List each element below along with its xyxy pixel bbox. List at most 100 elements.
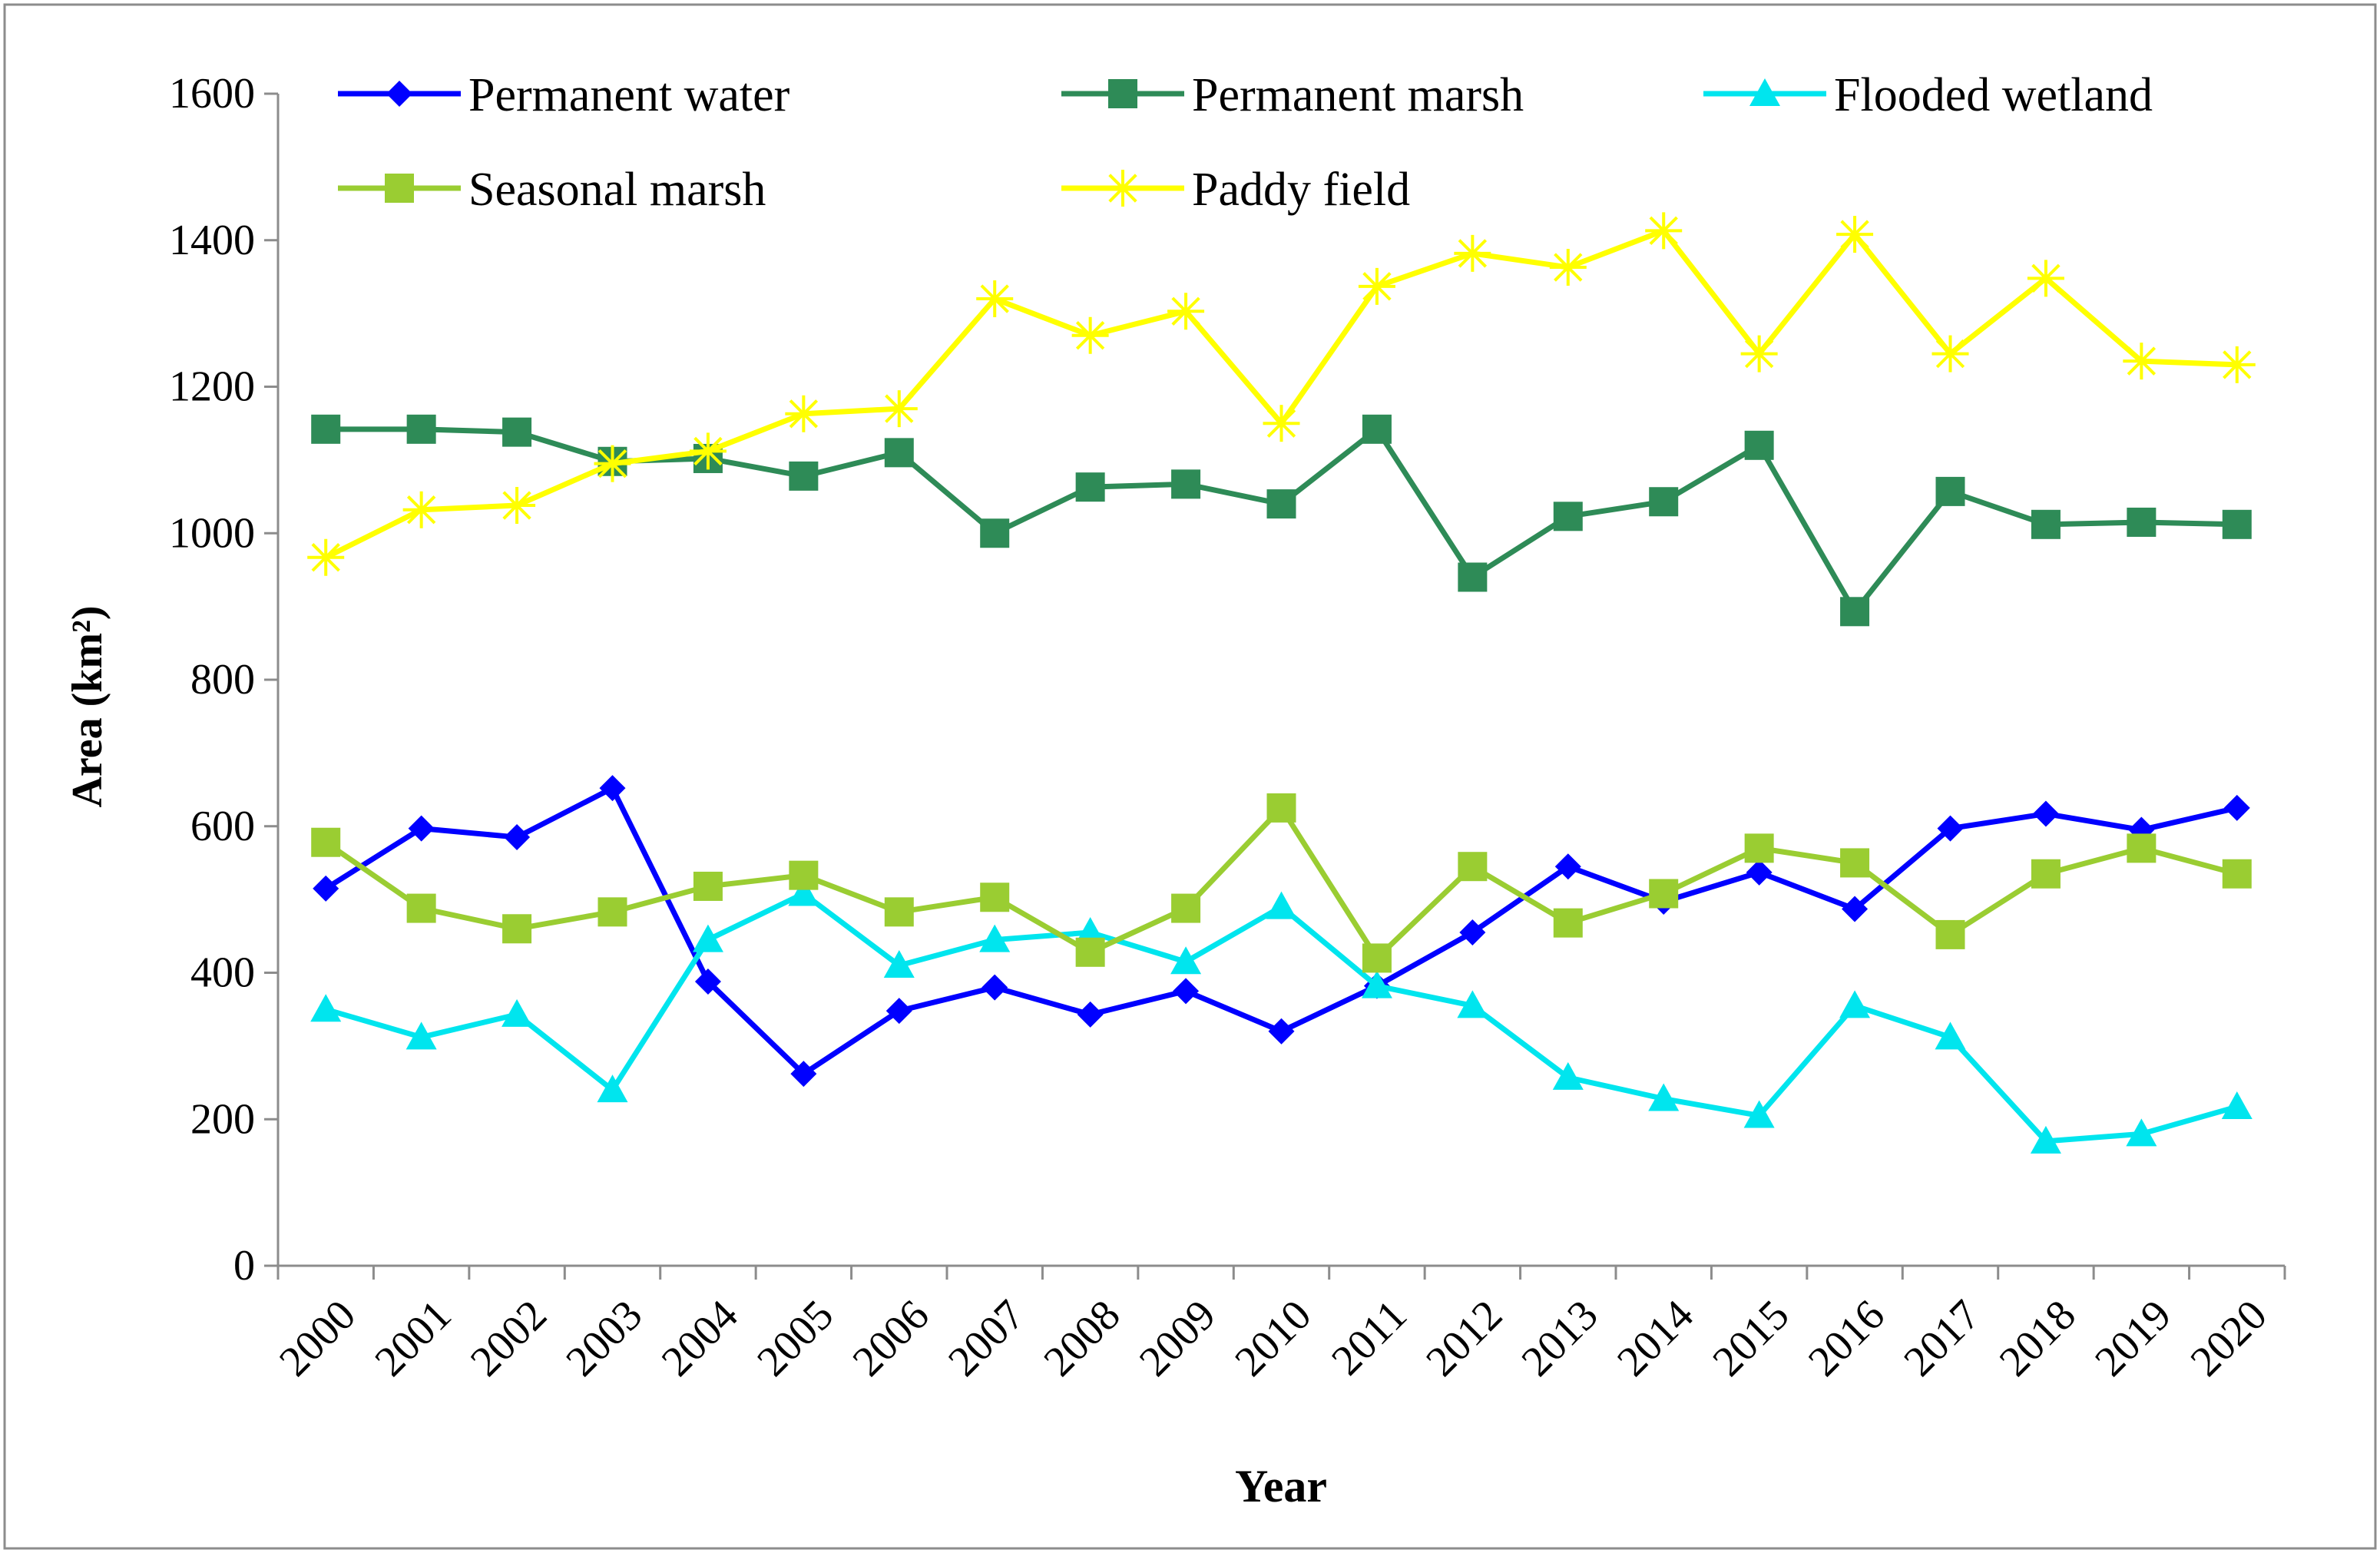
data-point-paddy-field <box>1645 212 1683 250</box>
series-paddy-field <box>307 212 2256 576</box>
data-point-permanent-marsh <box>1553 502 1583 531</box>
data-point-permanent-water <box>1268 1018 1295 1045</box>
data-point-seasonal-marsh <box>1744 833 1774 863</box>
data-point-paddy-field <box>785 395 823 432</box>
data-point-seasonal-marsh <box>980 882 1010 912</box>
data-point-permanent-marsh <box>311 414 341 444</box>
data-point-flooded-wetland <box>1648 1083 1680 1111</box>
data-point-seasonal-marsh <box>311 827 341 857</box>
data-point-permanent-marsh <box>1744 430 1774 460</box>
data-point-flooded-wetland <box>405 1022 437 1050</box>
data-point-permanent-water <box>694 968 721 995</box>
data-point-seasonal-marsh <box>406 893 436 923</box>
data-point-paddy-field <box>2218 346 2256 383</box>
data-point-seasonal-marsh <box>884 897 914 927</box>
chart-frame <box>3 3 2377 1550</box>
data-point-permanent-water <box>1937 815 1964 842</box>
data-point-paddy-field <box>1454 234 1491 272</box>
legend-item-flooded-wetland: Flooded wetland <box>1703 69 2153 121</box>
data-point-paddy-field <box>1740 335 1778 373</box>
data-point-permanent-water <box>1554 853 1581 880</box>
y-tick-label: 0 <box>233 1242 255 1290</box>
data-point-flooded-wetland <box>1552 1061 1584 1090</box>
y-axis-label: Area (km²) <box>64 605 111 807</box>
data-point-paddy-field <box>1358 267 1395 305</box>
data-point-permanent-marsh <box>1171 469 1201 499</box>
data-point-permanent-water <box>1842 896 1869 922</box>
data-point-flooded-wetland <box>788 878 819 906</box>
legend-item-permanent-water: Permanent water <box>338 69 790 121</box>
data-point-seasonal-marsh <box>1362 943 1392 973</box>
y-tick-label: 200 <box>190 1095 255 1143</box>
data-point-flooded-wetland <box>1361 970 1392 998</box>
data-point-flooded-wetland <box>979 924 1011 952</box>
data-point-permanent-water <box>313 875 339 902</box>
data-point-permanent-water <box>1173 978 1200 1005</box>
legend-label-permanent-marsh: Permanent marsh <box>1192 69 1524 121</box>
legend-item-paddy-field: Paddy field <box>1061 164 1410 216</box>
data-point-permanent-marsh <box>502 417 532 447</box>
data-point-flooded-wetland <box>883 949 915 978</box>
data-point-seasonal-marsh <box>1171 893 1201 923</box>
data-point-permanent-marsh <box>1935 476 1965 506</box>
data-point-paddy-field <box>2123 343 2160 380</box>
data-point-paddy-field <box>1836 216 1874 253</box>
data-point-permanent-marsh <box>1649 487 1679 517</box>
data-point-flooded-wetland <box>1266 891 1297 919</box>
data-point-flooded-wetland <box>1839 990 1871 1018</box>
legend-item-seasonal-marsh: Seasonal marsh <box>338 164 766 216</box>
data-point-permanent-water <box>1746 859 1773 886</box>
y-tick-label: 1600 <box>169 70 255 118</box>
y-tick-label: 800 <box>190 656 255 704</box>
legend-label-paddy-field: Paddy field <box>1192 164 1410 216</box>
legend-marker-seasonal-marsh <box>385 174 414 203</box>
data-point-flooded-wetland <box>2030 1125 2061 1154</box>
legend-label-permanent-water: Permanent water <box>468 69 790 121</box>
data-point-permanent-marsh <box>1362 414 1392 444</box>
data-point-permanent-water <box>790 1061 817 1088</box>
data-point-seasonal-marsh <box>2222 859 2252 889</box>
y-tick-label: 1200 <box>169 363 255 411</box>
data-point-permanent-water <box>599 775 626 802</box>
data-point-paddy-field <box>307 538 345 576</box>
data-point-permanent-water <box>2223 794 2250 821</box>
data-point-permanent-marsh <box>980 518 1010 548</box>
data-point-permanent-marsh <box>2031 509 2061 539</box>
data-point-permanent-marsh <box>2222 509 2252 539</box>
data-point-permanent-marsh <box>1840 597 1870 627</box>
x-axis-label: Year <box>1235 1461 1327 1512</box>
legend-label-flooded-wetland: Flooded wetland <box>1834 69 2153 121</box>
data-point-permanent-water <box>504 824 531 851</box>
data-point-permanent-water <box>1459 919 1486 946</box>
data-point-paddy-field <box>1167 293 1205 330</box>
y-tick-label: 600 <box>190 803 255 850</box>
data-point-permanent-water <box>885 998 912 1025</box>
data-point-seasonal-marsh <box>597 897 627 927</box>
data-point-seasonal-marsh <box>1553 908 1583 938</box>
data-point-paddy-field <box>976 280 1014 318</box>
data-point-permanent-water <box>2032 800 2059 827</box>
data-point-paddy-field <box>2027 260 2064 297</box>
legend: Permanent water Permanent marsh Flooded we… <box>338 69 2153 216</box>
data-point-flooded-wetland <box>501 998 533 1027</box>
data-point-seasonal-marsh <box>1935 919 1965 949</box>
data-point-paddy-field <box>689 432 727 470</box>
data-point-permanent-marsh <box>1075 472 1105 502</box>
data-point-flooded-wetland <box>1457 990 1488 1018</box>
data-point-flooded-wetland <box>310 994 342 1022</box>
data-point-paddy-field <box>1549 249 1587 286</box>
data-point-flooded-wetland <box>692 924 723 952</box>
data-point-paddy-field <box>880 390 918 428</box>
data-point-permanent-marsh <box>1458 562 1488 592</box>
data-point-paddy-field <box>1931 335 1969 373</box>
legend-item-permanent-marsh: Permanent marsh <box>1061 69 1524 121</box>
series-lines <box>307 212 2256 1154</box>
data-point-flooded-wetland <box>597 1075 628 1103</box>
data-point-permanent-water <box>1077 1001 1104 1028</box>
data-point-seasonal-marsh <box>1075 937 1105 967</box>
y-tick-label: 400 <box>190 949 255 997</box>
data-point-flooded-wetland <box>1170 946 1202 975</box>
data-point-paddy-field <box>1071 316 1109 354</box>
